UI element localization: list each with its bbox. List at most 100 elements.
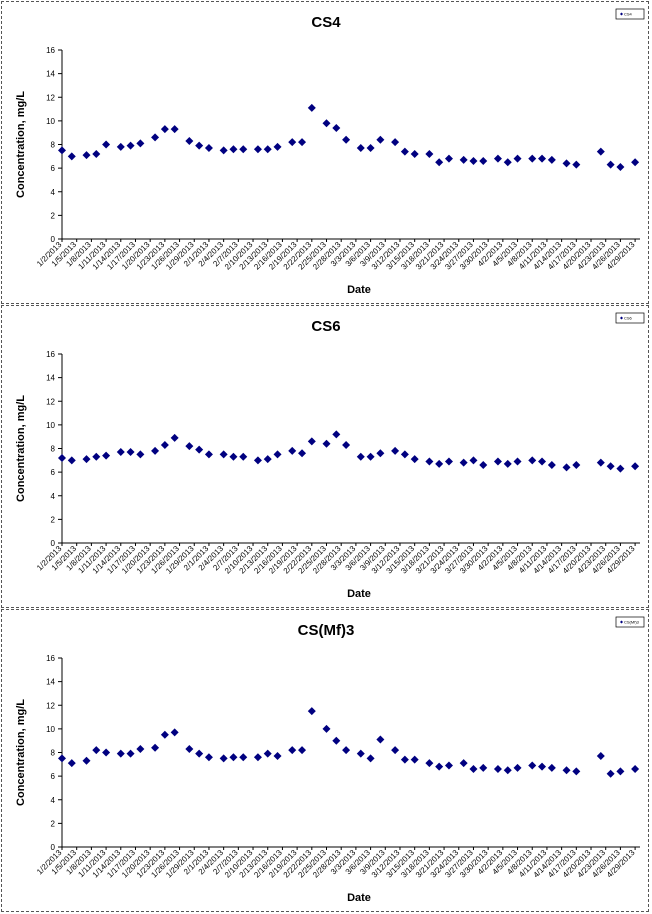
data-point bbox=[136, 450, 145, 459]
data-point bbox=[469, 157, 478, 166]
data-point bbox=[459, 155, 468, 164]
data-point bbox=[160, 125, 169, 134]
data-point bbox=[606, 769, 615, 778]
data-point bbox=[239, 452, 248, 461]
data-point bbox=[307, 103, 316, 112]
legend-marker bbox=[620, 12, 623, 16]
data-point bbox=[219, 450, 228, 459]
chart-title: CS(Mf)3 bbox=[298, 622, 355, 639]
data-point bbox=[116, 749, 125, 758]
data-point bbox=[160, 730, 169, 739]
data-point bbox=[229, 753, 238, 762]
data-point bbox=[185, 136, 194, 145]
y-tick-label: 4 bbox=[51, 796, 56, 805]
data-point bbox=[332, 123, 341, 132]
legend-box bbox=[615, 616, 645, 628]
y-tick-label: 8 bbox=[51, 141, 56, 150]
data-point bbox=[562, 159, 571, 168]
data-point bbox=[151, 133, 160, 142]
y-tick-label: 0 bbox=[51, 843, 56, 852]
y-tick-label: 2 bbox=[51, 211, 56, 220]
data-point bbox=[102, 748, 111, 757]
data-point bbox=[219, 146, 228, 155]
data-point bbox=[444, 154, 453, 163]
data-point bbox=[126, 141, 135, 150]
data-point bbox=[151, 446, 160, 455]
data-point bbox=[288, 746, 297, 755]
legend-box bbox=[615, 312, 645, 324]
y-tick-label: 10 bbox=[46, 725, 55, 734]
data-point bbox=[376, 735, 385, 744]
data-point bbox=[366, 754, 375, 763]
data-point bbox=[288, 138, 297, 147]
data-point bbox=[391, 446, 400, 455]
data-point bbox=[342, 135, 351, 144]
x-axis-title: Date bbox=[347, 588, 371, 600]
y-tick-label: 8 bbox=[51, 749, 56, 758]
data-point bbox=[322, 439, 331, 448]
data-point bbox=[102, 140, 111, 149]
data-point bbox=[307, 437, 316, 446]
data-point bbox=[67, 456, 76, 465]
data-point bbox=[538, 154, 547, 163]
data-point bbox=[263, 455, 272, 464]
data-point bbox=[239, 145, 248, 154]
data-point bbox=[616, 162, 625, 171]
data-point bbox=[298, 449, 307, 458]
data-point bbox=[356, 749, 365, 758]
data-point bbox=[342, 746, 351, 755]
data-point bbox=[616, 767, 625, 776]
data-point bbox=[400, 755, 409, 764]
data-point bbox=[562, 766, 571, 775]
data-point bbox=[435, 158, 444, 167]
data-point bbox=[288, 446, 297, 455]
data-point bbox=[572, 461, 581, 470]
data-point bbox=[195, 141, 204, 150]
data-point bbox=[298, 746, 307, 755]
y-tick-label: 6 bbox=[51, 772, 56, 781]
data-point bbox=[503, 158, 512, 167]
y-axis-title: Concentration, mg/L bbox=[15, 395, 27, 502]
y-tick-label: 2 bbox=[51, 515, 56, 524]
data-point bbox=[425, 759, 434, 768]
data-point bbox=[322, 724, 331, 733]
data-point bbox=[263, 145, 272, 154]
y-tick-label: 0 bbox=[51, 539, 56, 548]
data-point bbox=[376, 135, 385, 144]
data-point bbox=[528, 761, 537, 770]
data-point bbox=[307, 707, 316, 716]
y-tick-label: 0 bbox=[51, 235, 56, 244]
data-point bbox=[425, 149, 434, 158]
data-point bbox=[391, 746, 400, 755]
data-point bbox=[92, 452, 101, 461]
y-tick-label: 12 bbox=[46, 93, 55, 102]
data-point bbox=[92, 149, 101, 158]
data-point bbox=[102, 451, 111, 460]
data-point bbox=[229, 145, 238, 154]
data-point bbox=[391, 138, 400, 147]
legend-marker bbox=[620, 316, 623, 320]
data-point bbox=[253, 753, 262, 762]
x-axis-title: Date bbox=[347, 284, 371, 296]
data-point bbox=[239, 753, 248, 762]
data-point bbox=[356, 144, 365, 153]
y-tick-label: 4 bbox=[51, 188, 56, 197]
y-tick-label: 6 bbox=[51, 164, 56, 173]
legend-label: CS(Mf)3 bbox=[624, 620, 640, 625]
legend: CS(Mf)3 bbox=[615, 616, 645, 628]
chart-title: CS4 bbox=[311, 14, 341, 31]
data-point bbox=[528, 456, 537, 465]
data-point bbox=[356, 452, 365, 461]
data-point bbox=[185, 442, 194, 451]
data-point bbox=[126, 448, 135, 457]
data-point bbox=[332, 736, 341, 745]
data-point bbox=[425, 457, 434, 466]
data-point bbox=[67, 152, 76, 161]
data-point bbox=[58, 146, 66, 155]
data-point bbox=[170, 433, 179, 442]
data-point bbox=[58, 754, 66, 763]
data-point bbox=[538, 457, 547, 466]
y-tick-label: 12 bbox=[46, 701, 55, 710]
data-point bbox=[410, 149, 419, 158]
